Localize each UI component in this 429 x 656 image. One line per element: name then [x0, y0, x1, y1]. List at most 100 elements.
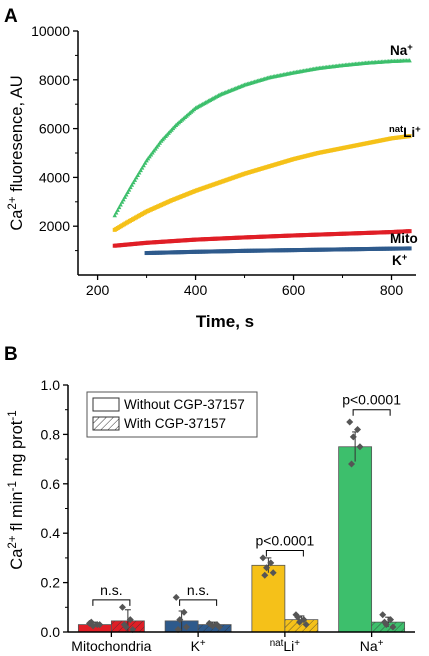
data-point — [267, 559, 275, 567]
series-k — [144, 246, 412, 256]
legend-swatch — [92, 397, 120, 412]
data-point — [126, 187, 132, 192]
significance-label: n.s. — [187, 582, 210, 598]
panel-a-label: A — [4, 6, 18, 27]
data-point — [302, 621, 310, 629]
data-point — [407, 58, 412, 63]
data-point — [138, 167, 143, 173]
panel-a-line-chart: A Ca2+ fluoresence, AU 200 400 600 800 2000 4… — [4, 6, 421, 331]
data-point — [112, 213, 117, 218]
data-point — [121, 197, 126, 202]
data-point — [207, 621, 215, 629]
data-point — [180, 608, 188, 616]
data-point — [349, 433, 357, 441]
data-point — [407, 246, 412, 251]
data-point — [132, 177, 138, 182]
panel-b-y-axis-label: Ca2+ fl min-1 mg prot-1 — [7, 410, 26, 569]
data-point — [215, 623, 223, 631]
series-mito — [112, 229, 412, 248]
y-tick-label: 0.6 — [41, 476, 61, 492]
y-tick-label: 0.2 — [41, 575, 61, 591]
data-point — [118, 603, 126, 611]
data-point — [389, 623, 397, 631]
data-point — [172, 593, 180, 601]
data-point — [137, 170, 142, 175]
bar-group-mitochondria: n.s. — [77, 582, 145, 634]
bar-group-k: n.s. — [164, 582, 232, 634]
bar-without-cgp — [251, 564, 286, 633]
significance-label: p<0.0001 — [342, 392, 401, 408]
data-point — [354, 425, 362, 433]
bar-group-na: p<0.0001 — [338, 392, 406, 633]
legend-label: With CGP-37157 — [124, 416, 226, 431]
x-category-label: Mitochondria — [71, 638, 151, 654]
data-point — [348, 460, 356, 468]
panel-a-plot-area — [112, 58, 412, 256]
data-point — [96, 621, 104, 629]
data-point — [128, 184, 133, 190]
data-point — [294, 613, 302, 621]
data-point — [87, 618, 95, 626]
data-point — [139, 165, 145, 170]
data-point — [407, 134, 412, 139]
data-point — [387, 616, 395, 624]
significance-bracket — [179, 599, 218, 606]
panel-a-series-labels: Na+ natLi+ Mito K+ — [389, 42, 421, 269]
y-tick-label: 4000 — [39, 169, 70, 185]
series-li — [112, 134, 412, 232]
data-point — [263, 564, 271, 572]
bar-hatch-overlay — [284, 619, 318, 632]
data-point — [119, 199, 125, 204]
y-tick-label: 2000 — [39, 218, 70, 234]
x-tick-label: 600 — [282, 282, 306, 298]
panel-b-label: B — [4, 344, 18, 365]
bar-hatch-overlay — [198, 624, 232, 632]
data-point — [129, 182, 135, 187]
x-tick-label: 200 — [86, 282, 110, 298]
data-point — [131, 180, 136, 185]
data-point — [182, 623, 190, 631]
panel-a-y-axis-label: Ca2+ fluoresence, AU — [7, 75, 26, 230]
data-point — [176, 616, 184, 624]
data-point — [269, 569, 277, 577]
series-label-mito: Mito — [390, 231, 418, 246]
data-point — [346, 418, 354, 426]
y-tick-label: 1.0 — [41, 377, 61, 393]
significance-bracket — [352, 409, 391, 416]
y-tick-label: 0.8 — [41, 426, 61, 442]
data-point — [135, 172, 140, 177]
x-tick-label: 400 — [184, 282, 208, 298]
x-category-label: K+ — [191, 638, 206, 655]
panel-a-axes: 200 400 600 800 2000 4000 6000 8000 10000 — [31, 23, 416, 298]
data-point — [141, 163, 146, 168]
significance-bracket — [92, 599, 131, 606]
data-point — [407, 229, 412, 234]
x-category-label: Na+ — [360, 638, 384, 655]
x-category-label: natLi+ — [270, 638, 301, 655]
bar-without-cgp — [338, 446, 373, 633]
significance-label: p<0.0001 — [255, 532, 314, 548]
significance-label: n.s. — [100, 582, 123, 598]
x-tick-label: 800 — [380, 282, 404, 298]
bar-group-li: p<0.0001 — [251, 532, 319, 633]
y-tick-label: 0.0 — [41, 624, 61, 640]
series-label-na: Na+ — [390, 42, 413, 59]
data-point — [126, 616, 134, 624]
panel-b-bar-chart: B Ca2+ fl min-1 mg prot-1 n.s. n.s. p<0.00… — [4, 344, 415, 654]
y-tick-label: 6000 — [39, 121, 70, 137]
data-point — [116, 204, 122, 210]
data-point — [379, 611, 387, 619]
data-point — [261, 571, 269, 579]
data-point — [134, 175, 139, 180]
data-point — [115, 207, 120, 212]
data-point — [381, 618, 389, 626]
panel-b-axes: Mitochondria K+ natLi+ Na+ 0.0 0.2 0.4 0.6 0.8 1.… — [41, 377, 415, 654]
panel-a-x-axis-label: Time, s — [196, 312, 254, 331]
data-point — [122, 194, 128, 199]
series-label-k: K+ — [392, 252, 408, 269]
data-point — [142, 160, 148, 165]
y-tick-label: 8000 — [39, 72, 70, 88]
data-point — [114, 210, 119, 215]
panel-b-legend: Without CGP-37157 With CGP-37157 — [86, 391, 258, 438]
